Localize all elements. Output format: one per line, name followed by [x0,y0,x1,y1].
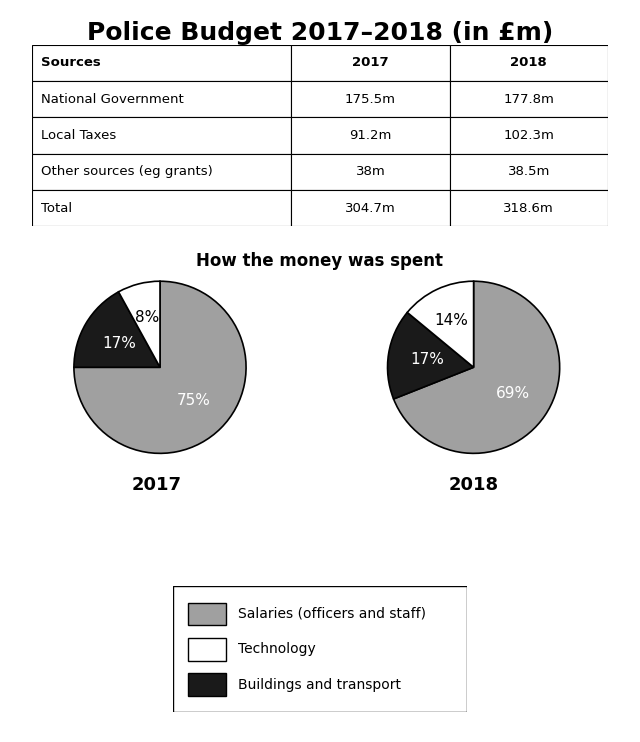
Text: 102.3m: 102.3m [504,129,554,142]
Wedge shape [74,281,246,453]
Text: 17%: 17% [410,352,444,367]
Bar [450,117,608,154]
Bar [291,190,450,226]
Bar [450,45,608,81]
Wedge shape [118,281,160,367]
Bar [188,673,226,696]
Wedge shape [74,292,160,367]
Text: How the money was spent: How the money was spent [196,252,444,270]
Wedge shape [407,281,474,367]
Text: Police Budget 2017–2018 (in £m): Police Budget 2017–2018 (in £m) [87,21,553,45]
Text: 2018: 2018 [511,56,547,69]
Bar [450,154,608,190]
Bar [32,190,291,226]
Wedge shape [388,312,474,399]
Text: 91.2m: 91.2m [349,129,392,142]
Text: 17%: 17% [102,335,136,351]
Text: Salaries (officers and staff): Salaries (officers and staff) [237,607,426,621]
Text: 38.5m: 38.5m [508,165,550,178]
Text: 2017: 2017 [132,476,182,494]
Text: 175.5m: 175.5m [345,93,396,105]
Text: 38m: 38m [356,165,385,178]
Text: 177.8m: 177.8m [504,93,554,105]
Bar [450,190,608,226]
Bar [291,154,450,190]
Bar [291,45,450,81]
Text: Other sources (eg grants): Other sources (eg grants) [41,165,212,178]
Bar [188,603,226,626]
Text: 2018: 2018 [449,476,499,494]
Text: Technology: Technology [237,643,316,656]
Bar [32,45,291,81]
Bar [291,81,450,117]
Bar [32,154,291,190]
Text: 318.6m: 318.6m [504,202,554,214]
Text: National Government: National Government [41,93,184,105]
Text: Local Taxes: Local Taxes [41,129,116,142]
Wedge shape [394,281,559,453]
Text: 8%: 8% [135,309,159,325]
Bar [32,117,291,154]
Bar [450,81,608,117]
Text: 2017: 2017 [352,56,388,69]
Bar [291,117,450,154]
Bar [188,638,226,660]
Text: 304.7m: 304.7m [345,202,396,214]
Text: Sources: Sources [41,56,100,69]
Text: 14%: 14% [435,313,468,328]
Text: Total: Total [41,202,72,214]
Text: 69%: 69% [496,387,530,401]
Bar [32,81,291,117]
Text: 75%: 75% [177,393,211,408]
Text: Buildings and transport: Buildings and transport [237,677,401,692]
